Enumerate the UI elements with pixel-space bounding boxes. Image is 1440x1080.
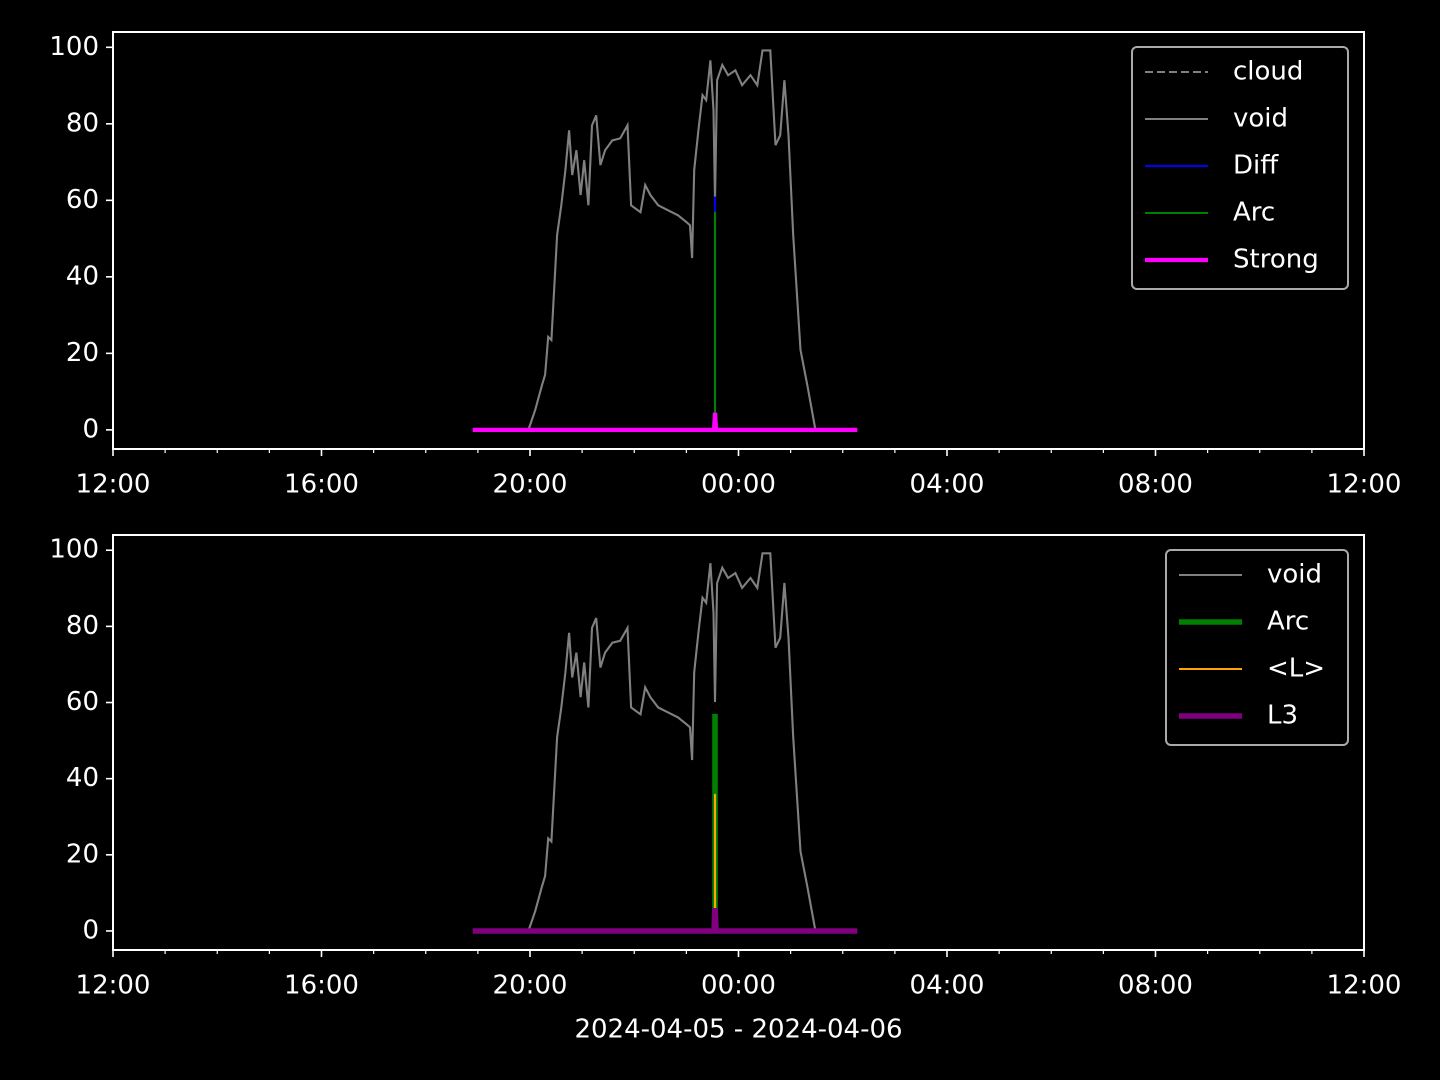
plot-area: [472, 49, 858, 432]
x-axis-label: 2024-04-05 - 2024-04-06: [574, 1015, 902, 1045]
y-tick-label: 80: [66, 108, 99, 138]
y-tick-label: 60: [66, 185, 99, 215]
x-tick-label: 08:00: [1118, 971, 1193, 1001]
plot-area: [472, 552, 858, 934]
y-tick-label: 80: [66, 611, 99, 641]
x-tick-label: 20:00: [493, 971, 568, 1001]
x-tick-label: 04:00: [910, 971, 985, 1001]
series-line: [472, 412, 858, 432]
y-tick-label: 40: [66, 763, 99, 793]
x-tick-label: 04:00: [910, 470, 985, 500]
y-tick-label: 100: [49, 535, 99, 565]
legend-box: [1165, 549, 1349, 746]
legend-label: Strong: [1233, 245, 1319, 275]
legend-label: Arc: [1267, 607, 1309, 637]
x-tick-label: 00:00: [701, 470, 776, 500]
legend-label: <L>: [1267, 654, 1325, 684]
y-tick-label: 0: [82, 414, 99, 444]
series-line: [527, 49, 817, 431]
legend-label: void: [1233, 104, 1288, 134]
x-tick-label: 12:00: [1327, 971, 1402, 1001]
x-tick-label: 12:00: [76, 971, 151, 1001]
x-tick-label: 12:00: [76, 470, 151, 500]
x-tick-label: 16:00: [284, 971, 359, 1001]
series-line: [472, 907, 858, 934]
series-line: [527, 552, 817, 932]
y-tick-label: 100: [49, 32, 99, 62]
x-tick-label: 08:00: [1118, 470, 1193, 500]
legend-label: Diff: [1233, 151, 1279, 181]
legend-label: cloud: [1233, 57, 1303, 87]
y-tick-label: 40: [66, 261, 99, 291]
legend-label: Arc: [1233, 198, 1275, 228]
legend-box: [1131, 46, 1349, 290]
y-tick-label: 20: [66, 839, 99, 869]
y-tick-label: 20: [66, 338, 99, 368]
legend-label: L3: [1267, 701, 1298, 731]
x-tick-label: 00:00: [701, 971, 776, 1001]
x-tick-label: 16:00: [284, 470, 359, 500]
x-tick-label: 20:00: [493, 470, 568, 500]
legend-label: void: [1267, 560, 1322, 590]
y-tick-label: 0: [82, 915, 99, 945]
x-tick-label: 12:00: [1327, 470, 1402, 500]
y-tick-label: 60: [66, 687, 99, 717]
